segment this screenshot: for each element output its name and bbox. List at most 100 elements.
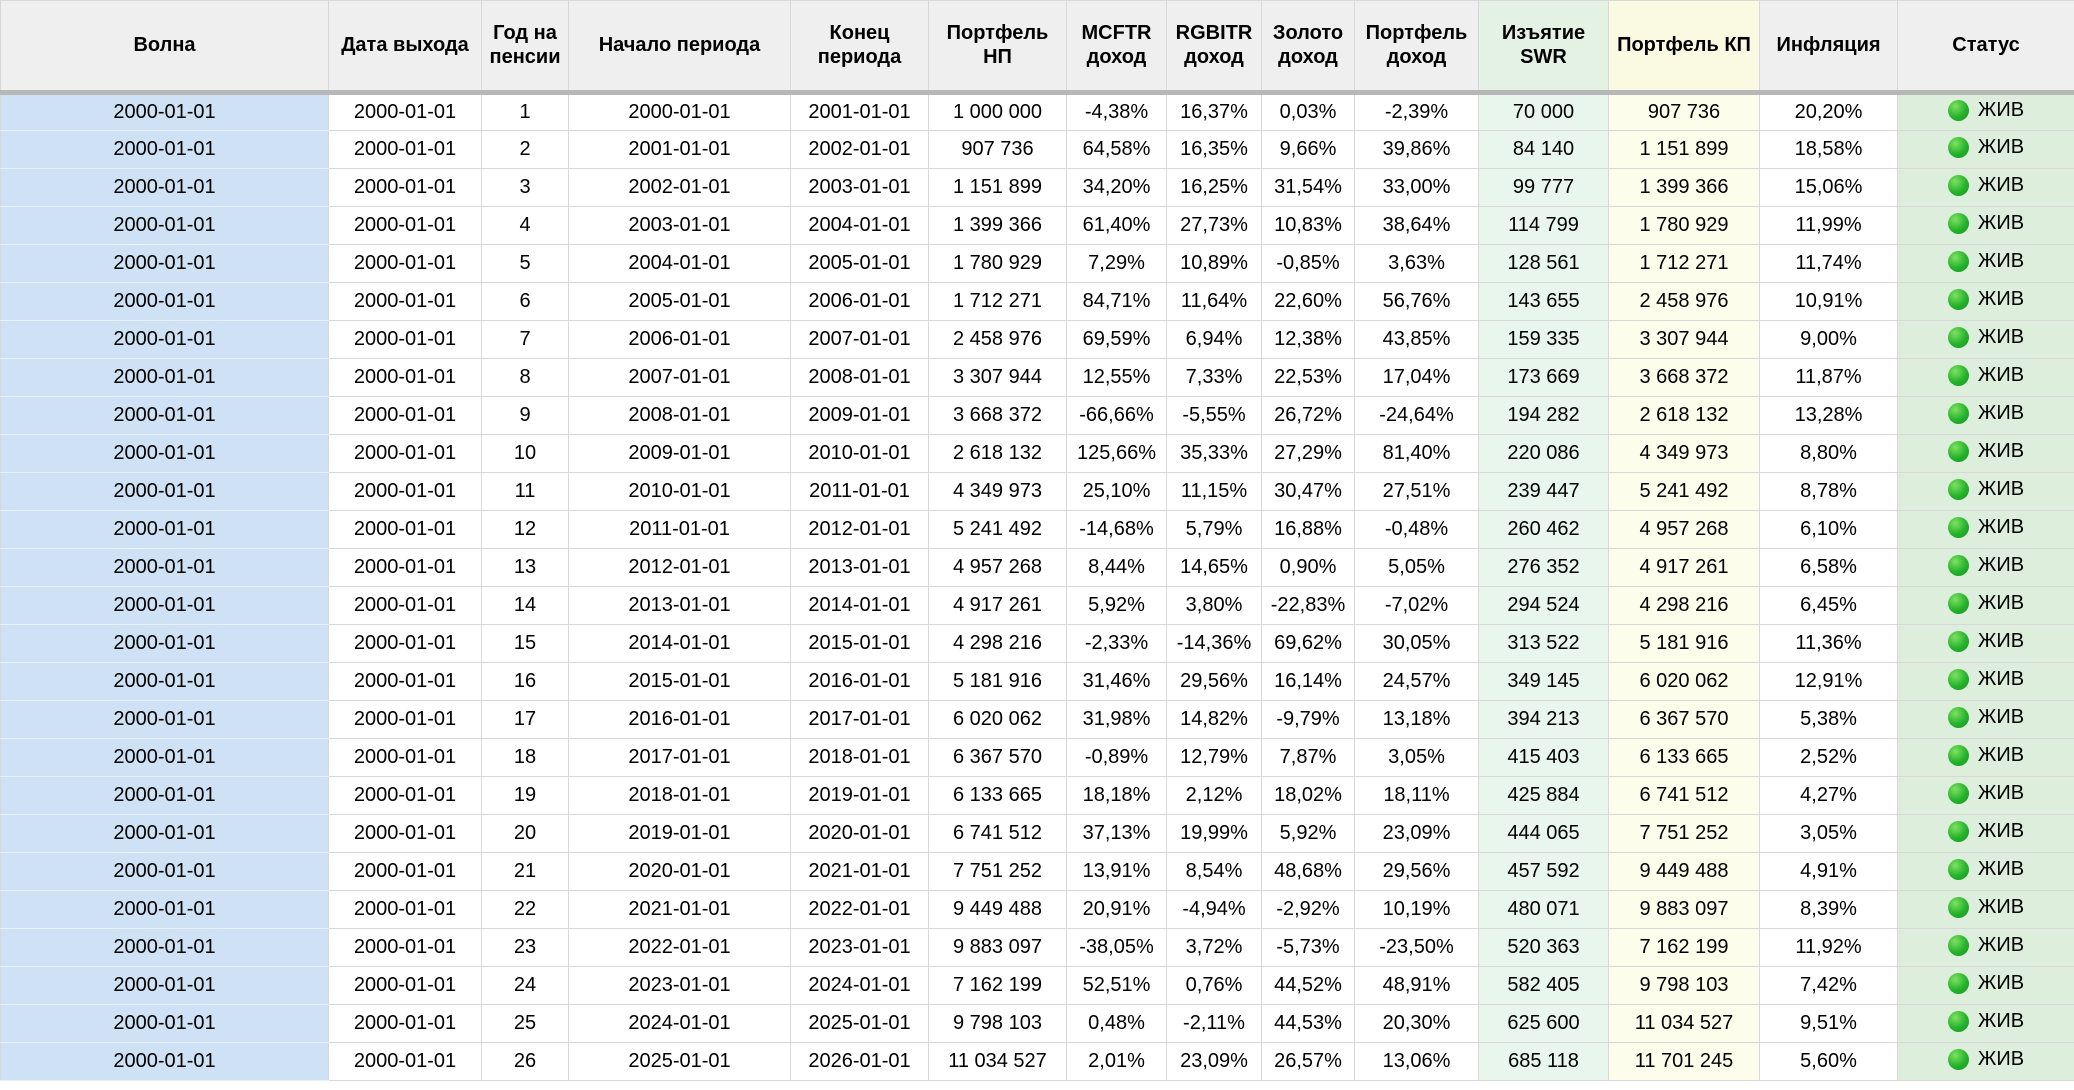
cell-rgbitr[interactable]: 29,56% xyxy=(1166,662,1262,701)
cell-exit_date[interactable]: 2000-01-01 xyxy=(328,244,482,283)
cell-period_start[interactable]: 2015-01-01 xyxy=(568,662,791,701)
cell-exit_date[interactable]: 2000-01-01 xyxy=(328,548,482,587)
cell-portfolio_np[interactable]: 9 798 103 xyxy=(928,1004,1067,1043)
cell-portfolio_np[interactable]: 3 668 372 xyxy=(928,396,1067,435)
cell-wave[interactable]: 2000-01-01 xyxy=(0,814,329,853)
cell-portfolio_np[interactable]: 6 367 570 xyxy=(928,738,1067,777)
cell-portfolio_np[interactable]: 907 736 xyxy=(928,130,1067,169)
column-header-portfolio_np[interactable]: Портфель НП xyxy=(928,0,1067,95)
cell-swr[interactable]: 239 447 xyxy=(1478,472,1609,511)
cell-year[interactable]: 11 xyxy=(481,472,569,511)
cell-swr[interactable]: 194 282 xyxy=(1478,396,1609,435)
cell-gold[interactable]: -2,92% xyxy=(1261,890,1355,929)
cell-inflation[interactable]: 9,00% xyxy=(1759,320,1898,359)
cell-portfolio_np[interactable]: 1 712 271 xyxy=(928,282,1067,321)
cell-rgbitr[interactable]: 6,94% xyxy=(1166,320,1262,359)
cell-year[interactable]: 12 xyxy=(481,510,569,549)
cell-gold[interactable]: 5,92% xyxy=(1261,814,1355,853)
cell-wave[interactable]: 2000-01-01 xyxy=(0,776,329,815)
cell-portfolio_return[interactable]: 18,11% xyxy=(1354,776,1479,815)
cell-exit_date[interactable]: 2000-01-01 xyxy=(328,624,482,663)
cell-gold[interactable]: 26,72% xyxy=(1261,396,1355,435)
cell-portfolio_kp[interactable]: 5 181 916 xyxy=(1608,624,1760,663)
cell-portfolio_return[interactable]: 3,05% xyxy=(1354,738,1479,777)
cell-year[interactable]: 24 xyxy=(481,966,569,1005)
cell-exit_date[interactable]: 2000-01-01 xyxy=(328,92,482,131)
column-header-year[interactable]: Год на пенсии xyxy=(481,0,569,95)
cell-period_end[interactable]: 2019-01-01 xyxy=(790,776,929,815)
cell-portfolio_kp[interactable]: 6 133 665 xyxy=(1608,738,1760,777)
cell-portfolio_np[interactable]: 2 458 976 xyxy=(928,320,1067,359)
cell-exit_date[interactable]: 2000-01-01 xyxy=(328,130,482,169)
cell-period_start[interactable]: 2005-01-01 xyxy=(568,282,791,321)
cell-wave[interactable]: 2000-01-01 xyxy=(0,548,329,587)
cell-rgbitr[interactable]: 19,99% xyxy=(1166,814,1262,853)
cell-swr[interactable]: 114 799 xyxy=(1478,206,1609,245)
cell-swr[interactable]: 276 352 xyxy=(1478,548,1609,587)
column-header-mcftr[interactable]: MCFTR доход xyxy=(1066,0,1167,95)
cell-rgbitr[interactable]: 14,82% xyxy=(1166,700,1262,739)
cell-portfolio_return[interactable]: -24,64% xyxy=(1354,396,1479,435)
cell-rgbitr[interactable]: 16,25% xyxy=(1166,168,1262,207)
cell-swr[interactable]: 143 655 xyxy=(1478,282,1609,321)
cell-exit_date[interactable]: 2000-01-01 xyxy=(328,852,482,891)
cell-status[interactable]: ЖИВ xyxy=(1897,168,2074,207)
cell-period_start[interactable]: 2007-01-01 xyxy=(568,358,791,397)
cell-exit_date[interactable]: 2000-01-01 xyxy=(328,320,482,359)
cell-year[interactable]: 8 xyxy=(481,358,569,397)
cell-swr[interactable]: 159 335 xyxy=(1478,320,1609,359)
cell-portfolio_return[interactable]: 24,57% xyxy=(1354,662,1479,701)
cell-mcftr[interactable]: 34,20% xyxy=(1066,168,1167,207)
cell-status[interactable]: ЖИВ xyxy=(1897,282,2074,321)
cell-swr[interactable]: 220 086 xyxy=(1478,434,1609,473)
cell-period_end[interactable]: 2016-01-01 xyxy=(790,662,929,701)
cell-exit_date[interactable]: 2000-01-01 xyxy=(328,396,482,435)
cell-gold[interactable]: 0,90% xyxy=(1261,548,1355,587)
cell-period_start[interactable]: 2011-01-01 xyxy=(568,510,791,549)
cell-year[interactable]: 19 xyxy=(481,776,569,815)
cell-rgbitr[interactable]: 11,64% xyxy=(1166,282,1262,321)
cell-inflation[interactable]: 2,52% xyxy=(1759,738,1898,777)
cell-year[interactable]: 21 xyxy=(481,852,569,891)
cell-exit_date[interactable]: 2000-01-01 xyxy=(328,814,482,853)
cell-status[interactable]: ЖИВ xyxy=(1897,662,2074,701)
cell-portfolio_np[interactable]: 1 780 929 xyxy=(928,244,1067,283)
cell-period_start[interactable]: 2024-01-01 xyxy=(568,1004,791,1043)
cell-portfolio_np[interactable]: 7 751 252 xyxy=(928,852,1067,891)
cell-period_end[interactable]: 2003-01-01 xyxy=(790,168,929,207)
cell-swr[interactable]: 425 884 xyxy=(1478,776,1609,815)
cell-inflation[interactable]: 8,39% xyxy=(1759,890,1898,929)
column-header-wave[interactable]: Волна xyxy=(0,0,329,95)
cell-status[interactable]: ЖИВ xyxy=(1897,738,2074,777)
cell-swr[interactable]: 457 592 xyxy=(1478,852,1609,891)
cell-year[interactable]: 7 xyxy=(481,320,569,359)
cell-portfolio_return[interactable]: 3,63% xyxy=(1354,244,1479,283)
cell-portfolio_kp[interactable]: 1 712 271 xyxy=(1608,244,1760,283)
cell-mcftr[interactable]: 7,29% xyxy=(1066,244,1167,283)
column-header-rgbitr[interactable]: RGBITR доход xyxy=(1166,0,1262,95)
cell-status[interactable]: ЖИВ xyxy=(1897,396,2074,435)
cell-status[interactable]: ЖИВ xyxy=(1897,586,2074,625)
cell-portfolio_return[interactable]: 13,18% xyxy=(1354,700,1479,739)
cell-swr[interactable]: 173 669 xyxy=(1478,358,1609,397)
cell-year[interactable]: 25 xyxy=(481,1004,569,1043)
cell-exit_date[interactable]: 2000-01-01 xyxy=(328,472,482,511)
cell-portfolio_np[interactable]: 5 241 492 xyxy=(928,510,1067,549)
cell-period_start[interactable]: 2013-01-01 xyxy=(568,586,791,625)
cell-mcftr[interactable]: 12,55% xyxy=(1066,358,1167,397)
cell-wave[interactable]: 2000-01-01 xyxy=(0,320,329,359)
cell-inflation[interactable]: 5,38% xyxy=(1759,700,1898,739)
cell-period_end[interactable]: 2009-01-01 xyxy=(790,396,929,435)
cell-period_end[interactable]: 2024-01-01 xyxy=(790,966,929,1005)
cell-period_end[interactable]: 2025-01-01 xyxy=(790,1004,929,1043)
cell-gold[interactable]: 0,03% xyxy=(1261,92,1355,131)
cell-rgbitr[interactable]: 12,79% xyxy=(1166,738,1262,777)
column-header-portfolio_return[interactable]: Портфель доход xyxy=(1354,0,1479,95)
cell-period_start[interactable]: 2006-01-01 xyxy=(568,320,791,359)
cell-rgbitr[interactable]: 27,73% xyxy=(1166,206,1262,245)
cell-exit_date[interactable]: 2000-01-01 xyxy=(328,890,482,929)
cell-gold[interactable]: 22,60% xyxy=(1261,282,1355,321)
cell-portfolio_return[interactable]: 27,51% xyxy=(1354,472,1479,511)
cell-period_end[interactable]: 2004-01-01 xyxy=(790,206,929,245)
cell-mcftr[interactable]: -38,05% xyxy=(1066,928,1167,967)
